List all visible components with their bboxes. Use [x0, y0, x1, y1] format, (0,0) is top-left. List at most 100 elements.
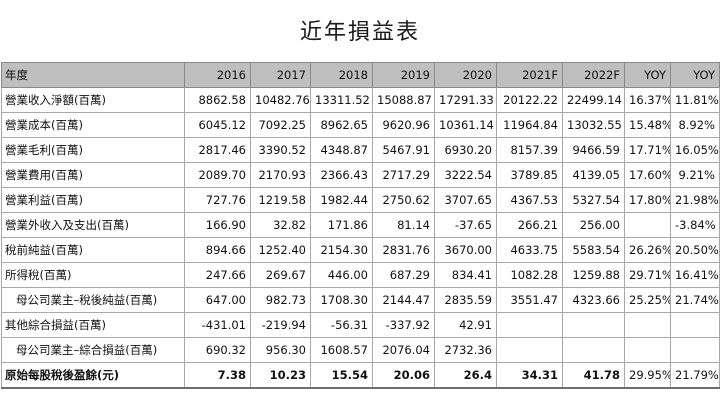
value-cell: 2831.76	[372, 237, 435, 263]
yoy-cell: 8.92%	[670, 112, 720, 138]
value-cell: 1708.30	[310, 287, 373, 313]
value-cell: 13032.55	[562, 112, 625, 138]
value-cell	[562, 312, 625, 338]
value-cell: 3390.52	[250, 137, 311, 163]
value-cell	[562, 337, 625, 363]
header-cell: 2021F	[496, 62, 563, 88]
value-cell: 9466.59	[562, 137, 625, 163]
value-cell: 11964.84	[496, 112, 563, 138]
row-label: 營業成本(百萬)	[1, 112, 185, 138]
table-row: 營業成本(百萬) 6045.12 7092.25 8962.65 9620.96 1036…	[1, 112, 720, 138]
value-cell: -219.94	[250, 312, 311, 338]
table-row: 稅前純益(百萬) 894.66 1252.40 2154.30 2831.76 3670.…	[1, 237, 720, 263]
value-cell	[496, 312, 563, 338]
value-cell: 834.41	[434, 262, 497, 288]
row-label: 其他綜合損益(百萬)	[1, 312, 185, 338]
value-cell: 2835.59	[434, 287, 497, 313]
value-cell: 2170.93	[250, 162, 311, 188]
value-cell: 10.23	[250, 362, 311, 389]
value-cell: 20122.22	[496, 87, 563, 113]
value-cell: 5327.54	[562, 187, 625, 213]
yoy-cell: 29.71%	[624, 262, 671, 288]
table-row: 營業利益(百萬) 727.76 1219.58 1982.44 2750.62 3707.…	[1, 187, 720, 213]
table-row: 營業收入淨額(百萬) 8862.58 10482.76 13311.52 15088.8…	[1, 87, 720, 113]
row-label: 母公司業主–稅後純益(百萬)	[1, 287, 185, 313]
value-cell: 26.4	[434, 362, 497, 389]
header-cell: YOY	[670, 62, 720, 88]
yoy-cell: 15.48%	[624, 112, 671, 138]
yoy-cell: 25.25%	[624, 287, 671, 313]
value-cell: 15.54	[310, 362, 373, 389]
value-cell: 5467.91	[372, 137, 435, 163]
value-cell: 3707.65	[434, 187, 497, 213]
value-cell: 15088.87	[372, 87, 435, 113]
value-cell: 7.38	[184, 362, 251, 389]
value-cell: 956.30	[250, 337, 311, 363]
value-cell: 171.86	[310, 212, 373, 238]
value-cell: 17291.33	[434, 87, 497, 113]
table-row: 營業毛利(百萬) 2817.46 3390.52 4348.87 5467.91 6930…	[1, 137, 720, 163]
yoy-cell: 9.21%	[670, 162, 720, 188]
row-label: 營業費用(百萬)	[1, 162, 185, 188]
value-cell: 32.82	[250, 212, 311, 238]
yoy-cell: 17.80%	[624, 187, 671, 213]
value-cell: 8157.39	[496, 137, 563, 163]
header-cell: 2022F	[562, 62, 625, 88]
value-cell: 1219.58	[250, 187, 311, 213]
value-cell: 2154.30	[310, 237, 373, 263]
header-cell: 2018	[310, 62, 373, 88]
value-cell: 256.00	[562, 212, 625, 238]
value-cell: 266.21	[496, 212, 563, 238]
value-cell: -337.92	[372, 312, 435, 338]
table-row: 母公司業主–稅後純益(百萬) 647.00 982.73 1708.30 2144.47…	[1, 287, 720, 313]
value-cell: 687.29	[372, 262, 435, 288]
value-cell: 2366.43	[310, 162, 373, 188]
value-cell: 6045.12	[184, 112, 251, 138]
value-cell: 41.78	[562, 362, 625, 389]
row-label: 所得稅(百萬)	[1, 262, 185, 288]
value-cell: 8862.58	[184, 87, 251, 113]
header-cell: YOY	[624, 62, 671, 88]
yoy-cell: 17.60%	[624, 162, 671, 188]
header-cell: 2019	[372, 62, 435, 88]
value-cell: 269.67	[250, 262, 311, 288]
value-cell: 20.06	[372, 362, 435, 389]
table-row: 其他綜合損益(百萬) -431.01 -219.94 -56.31 -337.92 42.…	[1, 312, 720, 338]
value-cell: 1252.40	[250, 237, 311, 263]
table-row: 母公司業主–綜合損益(百萬) 690.32 956.30 1608.57 2076.04…	[1, 337, 720, 363]
value-cell: 22499.14	[562, 87, 625, 113]
yoy-cell	[624, 337, 671, 363]
value-cell: -37.65	[434, 212, 497, 238]
yoy-cell: 29.95%	[624, 362, 671, 389]
value-cell: 727.76	[184, 187, 251, 213]
header-cell: 2017	[250, 62, 311, 88]
value-cell: 2144.47	[372, 287, 435, 313]
yoy-cell: 21.79%	[670, 362, 720, 389]
header-cell: 2020	[434, 62, 497, 88]
value-cell: 2089.70	[184, 162, 251, 188]
yoy-cell: 17.71%	[624, 137, 671, 163]
table-row: 營業外收入及支出(百萬) 166.90 32.82 171.86 81.14 -37.65…	[1, 212, 720, 238]
yoy-cell: 21.74%	[670, 287, 720, 313]
value-cell: 8962.65	[310, 112, 373, 138]
table-row: 所得稅(百萬) 247.66 269.67 446.00 687.29 834.41 108…	[1, 262, 720, 288]
value-cell: -431.01	[184, 312, 251, 338]
table-row: 原始每股稅後盈餘(元) 7.38 10.23 15.54 20.06 26.4 34.31 4…	[1, 362, 720, 389]
value-cell: 1608.57	[310, 337, 373, 363]
value-cell: 13311.52	[310, 87, 373, 113]
value-cell: 2076.04	[372, 337, 435, 363]
row-label: 營業毛利(百萬)	[1, 137, 185, 163]
yoy-cell: 20.50%	[670, 237, 720, 263]
value-cell: 2817.46	[184, 137, 251, 163]
row-label: 稅前純益(百萬)	[1, 237, 185, 263]
value-cell: 1082.28	[496, 262, 563, 288]
value-cell: 4323.66	[562, 287, 625, 313]
value-cell: 4633.75	[496, 237, 563, 263]
yoy-cell	[670, 337, 720, 363]
value-cell: 247.66	[184, 262, 251, 288]
row-label: 原始每股稅後盈餘(元)	[1, 362, 185, 389]
yoy-cell	[624, 312, 671, 338]
value-cell: 4139.05	[562, 162, 625, 188]
value-cell: 894.66	[184, 237, 251, 263]
value-cell: 10482.76	[250, 87, 311, 113]
